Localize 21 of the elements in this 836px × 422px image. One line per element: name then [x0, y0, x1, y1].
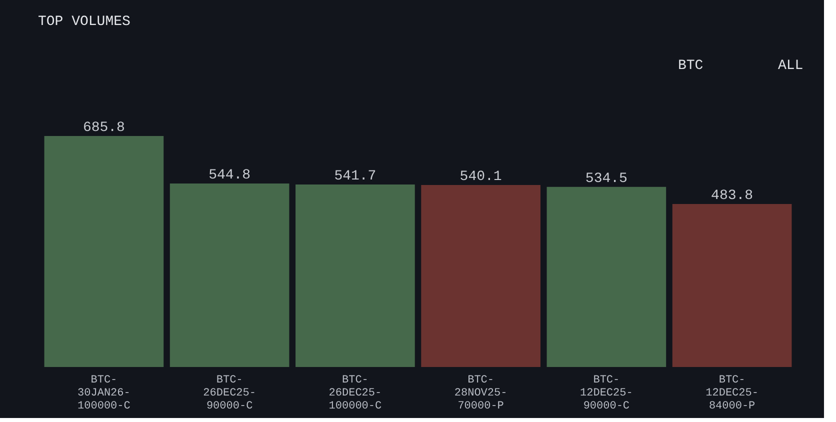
- chart-title: TOP VOLUMES: [38, 14, 130, 30]
- data-label: 685.8: [82, 120, 125, 136]
- data-label: 483.8: [711, 188, 754, 204]
- bar: [296, 184, 415, 367]
- x-tick-label: BTC-30JAN26-100000-C: [78, 374, 131, 412]
- bar: [546, 186, 666, 367]
- data-label: 541.7: [334, 168, 376, 185]
- x-tick-label: BTC-28NOV25-70000-P: [454, 374, 508, 412]
- data-label: 534.5: [585, 170, 628, 187]
- data-label: 540.1: [460, 169, 502, 186]
- x-tick-label: BTC-26DEC25-100000-C: [328, 374, 382, 412]
- text: ALL: [778, 58, 804, 74]
- x-tick-label: BTC-26DEC25-90000-C: [203, 374, 256, 412]
- bar: [421, 185, 540, 367]
- text: BTC: [678, 58, 704, 74]
- x-tick-label: BTC-12DEC25-84000-P: [706, 374, 758, 412]
- bar: [170, 183, 290, 367]
- bar: [672, 204, 792, 367]
- bar: [44, 136, 164, 367]
- data-label: 544.8: [208, 167, 251, 184]
- x-tick-label: BTC-12DEC25-90000-C: [580, 374, 633, 412]
